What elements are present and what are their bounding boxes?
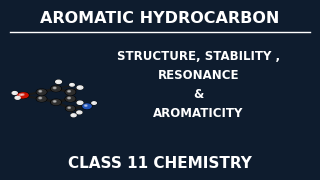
Circle shape [19,93,29,98]
Circle shape [39,97,42,99]
Text: AROMATIC HYDROCARBON: AROMATIC HYDROCARBON [40,10,280,26]
Circle shape [92,102,97,104]
Circle shape [77,101,83,104]
Circle shape [69,83,75,86]
Circle shape [39,91,42,92]
Circle shape [37,96,46,101]
Circle shape [18,93,26,98]
Circle shape [84,105,87,106]
Text: STRUCTURE, STABILITY ,: STRUCTURE, STABILITY , [117,50,280,63]
Text: &: & [193,88,204,101]
Circle shape [77,101,83,105]
Circle shape [82,103,92,109]
Circle shape [65,96,76,102]
Circle shape [15,96,20,99]
Circle shape [36,96,47,102]
Text: RESONANCE: RESONANCE [158,69,239,82]
Circle shape [71,114,76,117]
Circle shape [36,89,47,95]
Text: AROMATICITY: AROMATICITY [153,107,244,120]
Circle shape [66,89,75,94]
Circle shape [16,97,18,98]
Circle shape [20,93,28,98]
Circle shape [68,97,70,99]
Circle shape [37,89,46,94]
Circle shape [70,84,74,86]
Circle shape [51,86,61,92]
Circle shape [17,93,27,98]
Circle shape [19,94,22,96]
Circle shape [93,102,94,103]
Circle shape [66,106,75,111]
Circle shape [65,89,76,95]
Circle shape [52,86,60,91]
Circle shape [13,92,15,93]
Circle shape [53,87,56,89]
Circle shape [77,111,82,114]
Circle shape [72,114,74,115]
Circle shape [77,86,83,89]
Circle shape [52,100,60,105]
Circle shape [57,81,59,82]
Circle shape [71,114,76,117]
Circle shape [55,80,62,84]
Circle shape [92,102,96,104]
Circle shape [21,94,24,95]
Circle shape [77,86,83,89]
Circle shape [53,101,56,102]
Circle shape [12,91,18,95]
Circle shape [51,99,61,105]
Circle shape [83,104,91,109]
Circle shape [68,107,70,108]
Circle shape [68,91,70,92]
Circle shape [76,111,82,114]
Circle shape [15,96,20,99]
Circle shape [66,96,75,101]
Circle shape [66,106,75,111]
Circle shape [71,84,72,85]
Circle shape [56,80,61,84]
Circle shape [78,102,80,103]
Text: CLASS 11 CHEMISTRY: CLASS 11 CHEMISTRY [68,156,252,171]
Circle shape [12,92,17,94]
